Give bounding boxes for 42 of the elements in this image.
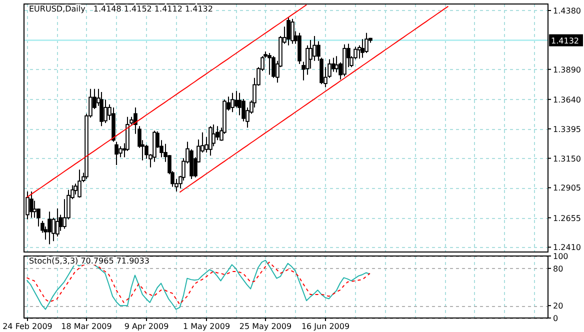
candlestick [114,141,118,166]
chart-title: Stoch(5,3,3) 70.7965 71.9033 [29,256,150,266]
x-tick-label: 18 Mar 2009 [61,322,112,331]
candlestick [78,169,82,198]
y-tick-label: 1.3395 [553,124,581,134]
y-tick-label: 1.2655 [553,214,581,223]
y-tick-label: 1.3890 [553,65,581,74]
x-tick-label: 1 May 2009 [182,322,230,331]
y-tick-label: 100 [553,252,568,261]
candlestick [308,40,312,70]
y-tick-label: 20 [553,302,564,311]
candlestick [230,92,234,113]
candlestick [32,200,36,218]
y-tick-label: 1.3150 [553,154,581,164]
candlestick [208,126,212,156]
candlestick [118,146,122,158]
ref-line-label: 1.4132 [551,36,579,46]
y-tick-label: 1.2905 [553,184,581,193]
y-tick-label: 1.2410 [553,243,581,252]
candlestick [290,18,294,44]
candlestick [48,211,52,245]
chart-subtitle: 1.4148 1.4152 1.4112 1.4132 [93,4,213,14]
candlestick [104,99,108,124]
y-tick-label: 1.3640 [553,95,581,104]
y-tick-label: 80 [553,264,564,274]
candlestick [30,190,34,218]
candlestick [268,52,272,76]
y-tick-label: 1.4380 [553,6,581,16]
candlestick [74,183,78,195]
x-tick-label: 25 May 2009 [239,322,292,331]
candlestick [286,16,290,46]
chart-title: EURUSD,Daily [29,4,86,14]
candlestick [212,124,216,147]
candlestick [56,208,60,237]
candlestick [334,56,338,73]
x-tick-label: 24 Feb 2009 [2,322,52,331]
x-tick-label: 16 Jun 2009 [301,322,350,331]
candlestick [272,56,276,78]
candlestick [364,32,368,54]
candlestick [100,91,104,127]
x-tick-label: 9 Apr 2009 [124,322,169,331]
y-tick-label: 0 [553,314,558,323]
